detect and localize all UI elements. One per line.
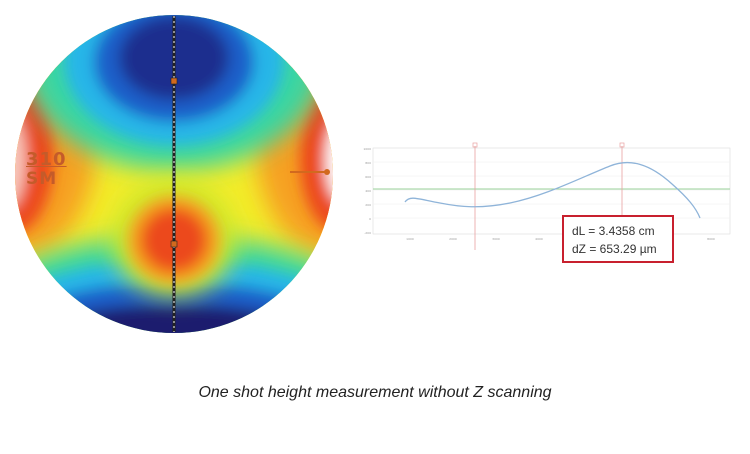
dz-value: dZ = 653.29 µm [572,242,657,256]
y-tick-label: 0 [369,217,371,221]
lens-code-label: SM [26,169,58,189]
cursor-left-handle[interactable] [472,142,478,148]
y-tick-label: 600 [365,175,371,179]
profile-curve [404,162,701,219]
y-tick-labels: 1000 800 600 400 200 0 -200 [363,147,371,235]
lens-power-label: 310 [26,149,67,170]
y-tick-label: 200 [365,203,371,207]
edge-marker-dot[interactable] [324,169,330,175]
y-tick-label: 1000 [363,147,371,151]
cursor-right-handle[interactable] [619,142,625,148]
figure-caption: One shot height measurement without Z sc… [198,384,552,401]
section-marker-top[interactable] [170,77,178,85]
x-tick-label: 3000 [492,237,500,241]
x-tick-label: 1000 [406,237,414,241]
x-tick-label: 2000 [449,237,457,241]
y-tick-label: -200 [364,231,371,235]
section-marker-bottom[interactable] [170,240,178,248]
x-tick-label: 4000 [535,237,543,241]
measurement-box: dL = 3.4358 cm dZ = 653.29 µm [562,215,674,263]
y-tick-label: 400 [365,189,371,193]
dl-value: dL = 3.4358 cm [572,224,655,238]
y-tick-label: 800 [365,161,371,165]
x-tick-label: 8000 [707,237,715,241]
